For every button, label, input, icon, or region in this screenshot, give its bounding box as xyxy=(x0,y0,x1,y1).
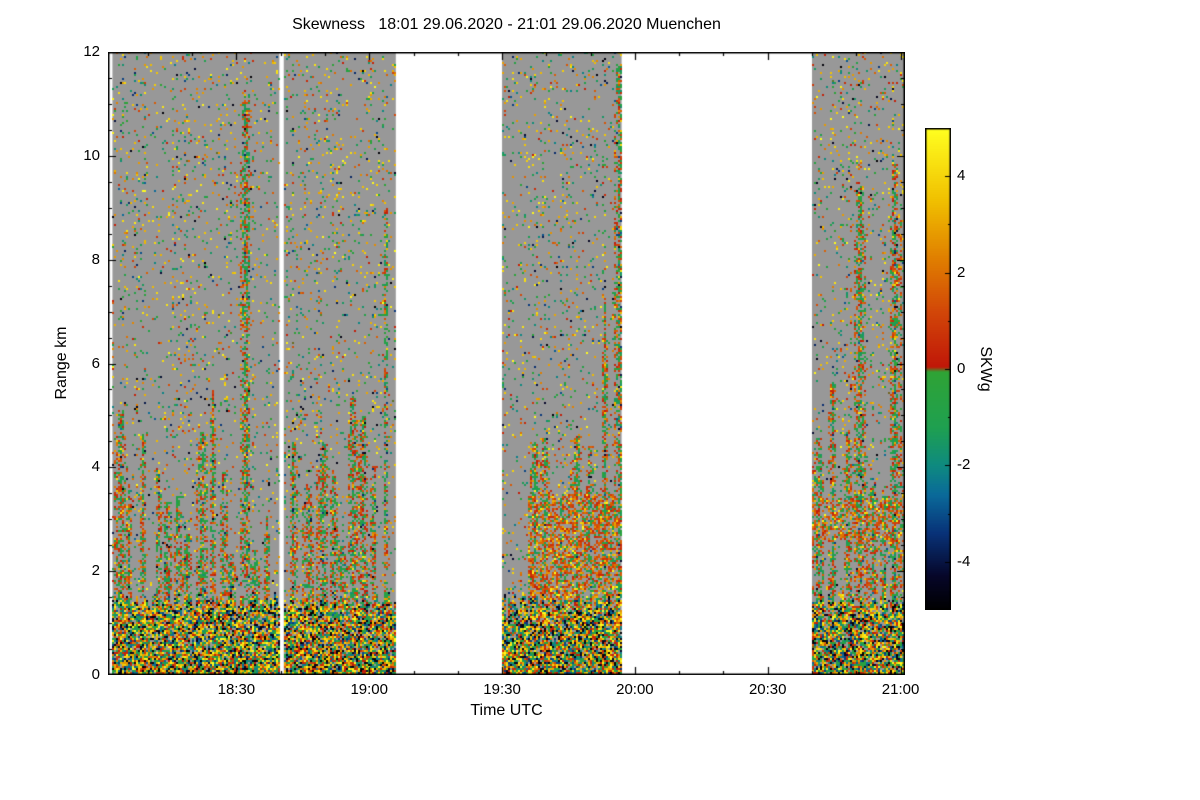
colorbar-label: SKWg xyxy=(977,346,994,392)
colorbar-tick-label: 0 xyxy=(957,360,966,377)
x-axis-label: Time UTC xyxy=(470,702,543,719)
y-tick-label: 0 xyxy=(91,666,100,683)
x-tick-label: 19:30 xyxy=(483,681,521,698)
y-tick-label: 12 xyxy=(83,43,100,60)
y-tick-label: 10 xyxy=(83,146,100,164)
colorbar-canvas xyxy=(925,128,951,610)
y-tick-label: 8 xyxy=(91,250,100,268)
heatmap-canvas xyxy=(108,52,905,675)
x-tick-label: 18:30 xyxy=(217,681,256,698)
x-tick-label: 19:00 xyxy=(350,681,388,698)
colorbar-tick-label: -4 xyxy=(957,552,971,570)
x-tick-label: 21:00 xyxy=(881,681,920,698)
chart-title: Skewness 18:01 29.06.2020 - 21:01 29.06.… xyxy=(292,16,721,33)
x-tick-label: 20:30 xyxy=(748,681,787,698)
x-tick-label: 20:00 xyxy=(616,681,654,698)
y-tick-label: 6 xyxy=(91,354,100,372)
colorbar-tick-label: 2 xyxy=(957,263,966,281)
colorbar-tick-label: 4 xyxy=(957,167,966,185)
y-tick-label: 4 xyxy=(91,458,100,476)
colorbar-tick-label: -2 xyxy=(957,456,971,474)
y-tick-label: 2 xyxy=(91,562,100,580)
